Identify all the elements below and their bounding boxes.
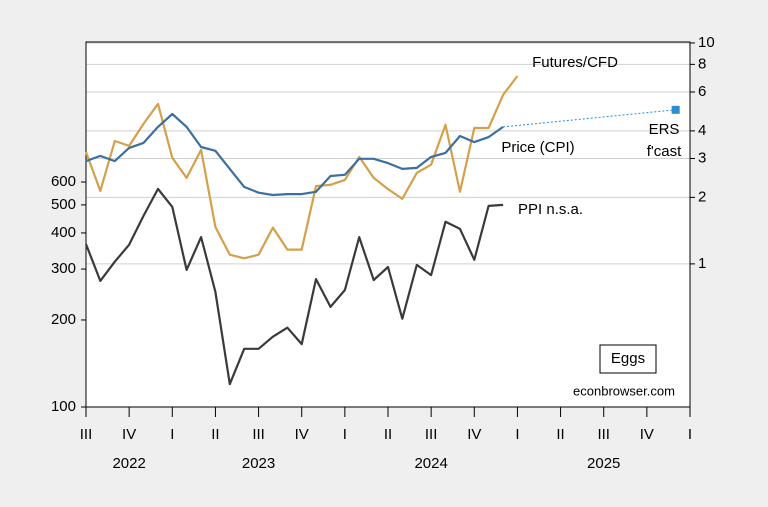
year-label: 2022 [112, 455, 145, 472]
year-label: 2024 [414, 455, 447, 472]
x-tick-label: IV [467, 426, 481, 443]
annotation: econbrowser.com [573, 383, 675, 398]
y2-tick-label: 4 [698, 122, 706, 139]
x-tick-label: III [252, 426, 265, 443]
plot-area [86, 42, 690, 407]
x-tick-label: III [80, 426, 93, 443]
series-line [503, 109, 676, 128]
y2-tick-label: 2 [698, 188, 706, 205]
y2-tick-label: 6 [698, 83, 706, 100]
x-tick-label: IV [640, 426, 654, 443]
year-label: 2023 [242, 455, 275, 472]
x-tick-label: III [597, 426, 610, 443]
x-tick-label: II [384, 426, 392, 443]
year-label: 2025 [587, 455, 620, 472]
series-line [84, 187, 504, 386]
annotation: PPI n.s.a. [518, 201, 583, 218]
x-tick-label: IV [122, 426, 136, 443]
y-tick-label: 300 [51, 260, 76, 277]
annotation: Price (CPI) [501, 139, 574, 156]
x-tick-label: I [688, 426, 692, 443]
y2-tick-label: 8 [698, 55, 706, 72]
x-tick-label: I [170, 426, 174, 443]
x-tick-label: I [515, 426, 519, 443]
plot-border [85, 41, 691, 408]
y2-tick-label: 10 [698, 34, 715, 51]
y2-tick-label: 3 [698, 149, 706, 166]
label-box-text: Eggs [611, 350, 645, 367]
y-tick-label: 500 [51, 196, 76, 213]
x-tick-label: II [556, 426, 564, 443]
annotation: Futures/CFD [532, 54, 618, 71]
y-tick-label: 600 [51, 173, 76, 190]
series-line [84, 75, 519, 260]
y2-tick-label: 1 [698, 255, 706, 272]
y-tick-label: 100 [51, 398, 76, 415]
x-tick-label: II [211, 426, 219, 443]
x-tick-label: III [425, 426, 438, 443]
series-line [85, 112, 504, 197]
y-tick-label: 400 [51, 224, 76, 241]
label-box [599, 344, 657, 374]
annotation: f'cast [647, 143, 682, 160]
forecast-marker [671, 105, 680, 114]
x-tick-label: IV [295, 426, 309, 443]
annotation: ERS [649, 121, 680, 138]
y-tick-label: 200 [51, 311, 76, 328]
x-tick-label: I [343, 426, 347, 443]
